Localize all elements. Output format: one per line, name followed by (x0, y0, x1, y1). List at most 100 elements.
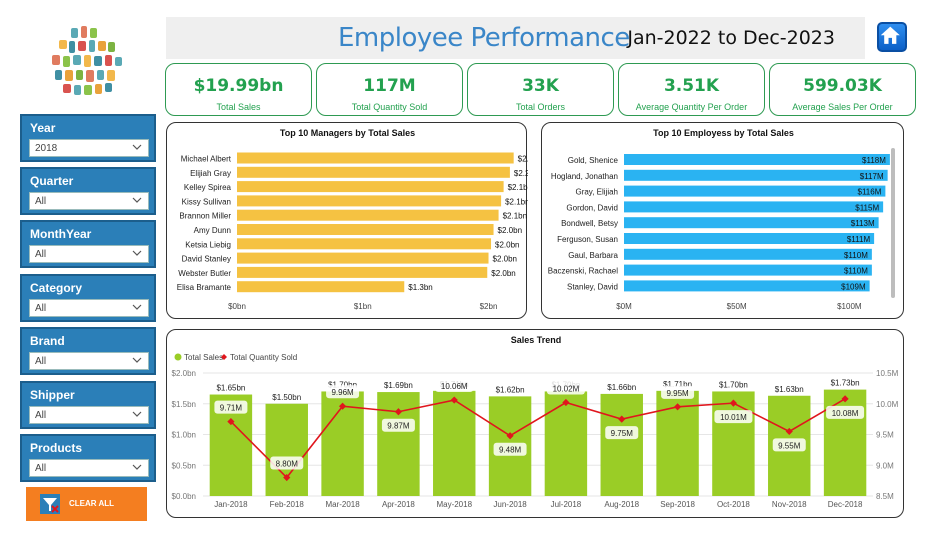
data-label: $2.1bn (508, 183, 528, 192)
x-tick-label: Oct-2018 (717, 500, 750, 509)
chevron-down-icon (132, 197, 142, 203)
slicer-monthyear: MonthYear All (20, 220, 156, 268)
quantity-label-bg (493, 442, 527, 456)
sales-bar[interactable] (265, 403, 308, 496)
sales-bar[interactable] (600, 393, 643, 496)
legend-label: Total Quantity Sold (230, 353, 297, 362)
bar[interactable] (237, 224, 494, 235)
quantity-point[interactable] (450, 396, 458, 404)
category-label: Elisa Bramante (177, 283, 232, 292)
bar[interactable] (624, 248, 872, 260)
sales-data-label: $1.71bn (663, 380, 692, 389)
slicer-shipper: Shipper All (20, 381, 156, 429)
dropdown-value: All (35, 196, 47, 207)
quantity-data-label: 9.75M (611, 429, 634, 438)
y2-tick-label: 10.0M (876, 400, 899, 409)
bar[interactable] (237, 252, 489, 264)
bar[interactable] (237, 238, 492, 250)
quantity-label-bg (661, 385, 695, 399)
clear-filter-icon (40, 494, 60, 514)
products-dropdown[interactable]: All (29, 459, 149, 477)
quantity-point[interactable] (562, 398, 570, 407)
bar[interactable] (237, 195, 502, 207)
category-label: Gold, Shenice (568, 156, 619, 165)
bar[interactable] (237, 281, 405, 293)
kpi-avg-quantity: 3.51K Average Quantity Per Order (618, 63, 765, 116)
y2-tick-label: 10.5M (876, 369, 899, 378)
y-tick-label: $0.5bn (172, 461, 196, 470)
bar[interactable] (237, 166, 510, 178)
data-label: $110M (844, 267, 868, 276)
x-tick-label: $50M (727, 302, 747, 311)
bar[interactable] (237, 152, 514, 164)
sales-bar[interactable] (544, 391, 588, 496)
quantity-point[interactable] (673, 403, 682, 411)
clear-all-button[interactable]: CLEAR ALL (26, 487, 147, 521)
category-dropdown[interactable]: All (29, 299, 149, 317)
category-label: Stanley, David (567, 282, 618, 291)
bar[interactable] (237, 209, 499, 221)
quantity-point[interactable] (394, 408, 403, 416)
kpi-label: Total Quantity Sold (351, 102, 428, 112)
data-label: $2.1bn (503, 212, 527, 221)
sales-data-label: $1.70bn (328, 380, 357, 389)
bar[interactable] (624, 280, 870, 292)
sales-bar[interactable] (377, 392, 420, 496)
chevron-down-icon (132, 411, 142, 417)
bar[interactable] (624, 169, 888, 181)
sales-bar[interactable] (433, 390, 476, 496)
bar[interactable] (237, 181, 504, 193)
slicer-label: MonthYear (30, 227, 92, 241)
quantity-point[interactable] (506, 432, 514, 440)
sales-bar[interactable] (823, 389, 867, 496)
x-tick-label: May-2018 (436, 500, 472, 509)
quantity-point[interactable] (729, 399, 738, 407)
monthyear-dropdown[interactable]: All (29, 245, 149, 263)
legend-marker-sales (174, 353, 182, 361)
dropdown-value: All (35, 463, 47, 474)
data-label: $110M (844, 251, 868, 260)
quantity-point[interactable] (283, 473, 291, 482)
quantity-data-label: 9.87M (387, 422, 410, 431)
category-label: Brannon Miller (179, 212, 231, 221)
bar[interactable] (237, 266, 488, 278)
quantity-point[interactable] (618, 415, 626, 423)
slicer-label: Products (30, 441, 83, 455)
bar[interactable] (624, 201, 884, 213)
bar[interactable] (624, 233, 875, 244)
sales-trend-chart: Sales Trend Total Sales Total Quantity Sol… (172, 335, 899, 509)
shipper-dropdown[interactable]: All (29, 406, 149, 424)
brand-dropdown[interactable]: All (29, 352, 149, 370)
home-button[interactable] (877, 22, 907, 52)
employees-scrollbar[interactable] (891, 148, 895, 298)
bar[interactable] (624, 264, 872, 276)
quantity-label-bg (546, 381, 585, 395)
quarter-dropdown[interactable]: All (29, 192, 149, 210)
sales-data-label: $1.62bn (496, 385, 525, 394)
category-label: Webster Butler (178, 269, 231, 278)
legend-marker-quantity (221, 354, 227, 360)
bar[interactable] (624, 154, 890, 165)
bar[interactable] (624, 185, 886, 197)
year-dropdown[interactable]: 2018 (29, 139, 149, 157)
sales-bar[interactable] (712, 391, 755, 496)
x-tick-label: Jan-2018 (214, 500, 248, 509)
category-label: Elijiah Gray (190, 169, 231, 178)
kpi-label: Average Quantity Per Order (635, 102, 748, 112)
slicer-quarter: Quarter All (20, 167, 156, 215)
kpi-label: Total Orders (515, 102, 566, 112)
slicer-brand: Brand All (20, 327, 156, 375)
dropdown-value: All (35, 356, 47, 367)
kpi-label: Average Sales Per Order (792, 102, 893, 112)
y-tick-label: $1.5bn (172, 400, 196, 409)
category-label: Michael Albert (181, 155, 232, 164)
clear-all-label: CLEAR ALL (69, 499, 115, 508)
data-label: $2.0bn (495, 240, 519, 249)
bar[interactable] (624, 217, 879, 229)
dropdown-value: All (35, 249, 47, 260)
kpi-label: Total Sales (216, 102, 261, 112)
quantity-data-label: 9.55M (778, 441, 801, 450)
kpi-total-orders: 33K Total Orders (467, 63, 614, 116)
data-label: $2.2bn (514, 169, 528, 178)
quantity-data-label: 10.02M (553, 385, 580, 394)
